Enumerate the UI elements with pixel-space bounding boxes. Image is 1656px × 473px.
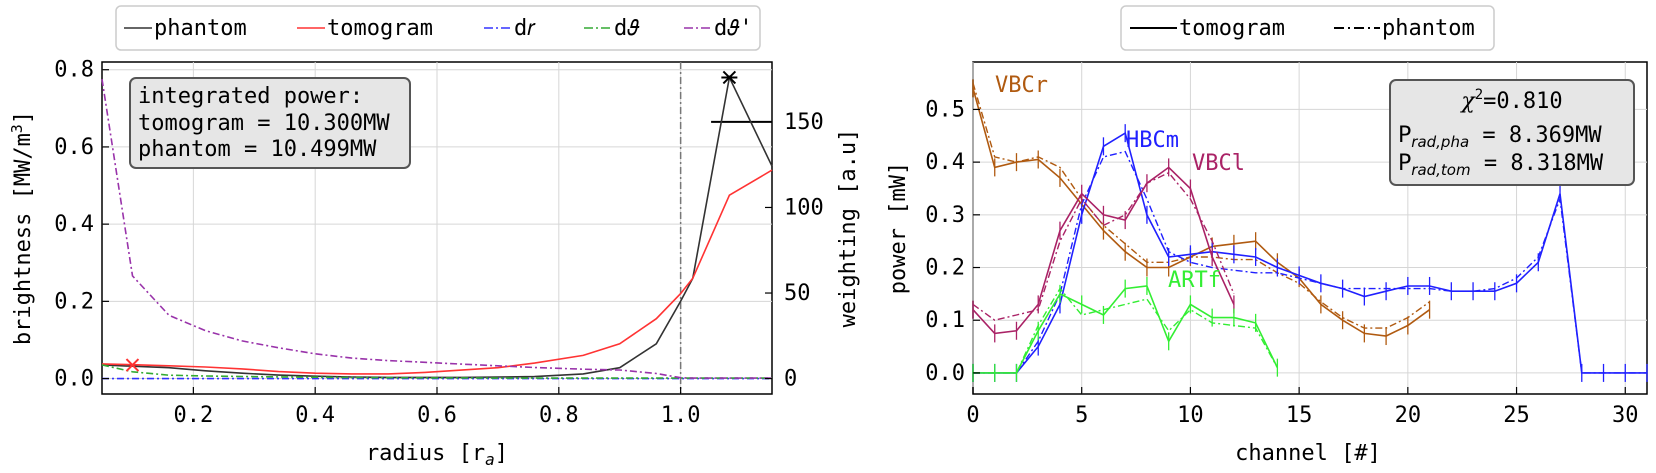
right-chart: 0 5 10 15 20 25 30 0.0 0.1 0.2 0.3 0.4 0.5 VBCr HBCm… xyxy=(886,5,1648,466)
hbcm-phantom-line xyxy=(973,150,1647,374)
left-y-tick-label: 0.4 xyxy=(54,212,94,237)
info-line-1: integrated power: xyxy=(138,84,363,109)
left-y-axis-label: brightness [MW/m3] xyxy=(8,111,36,345)
right-legend: tomogram phantom xyxy=(1120,5,1495,51)
left-y2-axis-label: weighting [a.u] xyxy=(836,129,861,328)
legend-dtheta: d𝜗 xyxy=(614,16,640,41)
chi-square-box: χ2=0.810 Prad,pha = 8.369MW Prad,tom = 8… xyxy=(1389,79,1635,186)
left-y-tick-label: 0.8 xyxy=(54,58,94,83)
vbcl-phantom-line xyxy=(972,171,1235,321)
left-chart: 0.2 0.4 0.6 0.8 1.00.00.20.40.60.8050100150 … xyxy=(8,5,861,469)
left-y2-tick-label: 50 xyxy=(784,281,811,306)
info-line-3: phantom = 10.499MW xyxy=(138,137,377,162)
legend-tomogram: tomogram xyxy=(327,16,433,41)
right-y-tick-label: 0.4 xyxy=(925,150,965,175)
left-x-tick-label: 1.0 xyxy=(661,403,701,428)
legend-phantom: phantom xyxy=(154,16,247,41)
left-y-tick-label: 0.6 xyxy=(54,135,94,160)
left-series-phantom-line xyxy=(101,74,773,379)
left-y-tick-label: 0.0 xyxy=(54,367,94,392)
left-series-tomogram-line xyxy=(101,169,773,375)
legend-tomogram-right: tomogram xyxy=(1179,16,1285,41)
right-ticks: 0 5 10 15 20 25 30 0.0 0.1 0.2 0.3 0.4 0.5 xyxy=(925,97,1638,428)
left-y2-tick-label: 0 xyxy=(784,367,797,392)
right-x-axis-label: channel [#] xyxy=(1235,441,1381,466)
left-series-d-line xyxy=(101,364,772,379)
right-x-tick-label: 15 xyxy=(1286,403,1313,428)
camera-label-hbcm: HBCm xyxy=(1126,128,1179,153)
right-x-tick-label: 0 xyxy=(966,403,979,428)
left-y2-tick-label: 150 xyxy=(784,110,824,135)
integrated-power-box: integrated power: tomogram = 10.300MW ph… xyxy=(129,77,411,169)
legend-phantom-right: phantom xyxy=(1382,16,1475,41)
left-x-tick-label: 0.8 xyxy=(539,403,579,428)
right-y-tick-label: 0.0 xyxy=(925,361,965,386)
right-y-tick-label: 0.5 xyxy=(925,97,965,122)
left-series-lines xyxy=(101,62,773,394)
right-x-tick-label: 25 xyxy=(1503,403,1530,428)
legend-dr: d𝑟 xyxy=(514,16,536,41)
left-y2-tick-label: 100 xyxy=(784,195,824,220)
vbcr-tomogram-line xyxy=(972,88,1431,337)
right-y-tick-label: 0.2 xyxy=(925,256,965,281)
left-x-tick-label: 0.6 xyxy=(417,403,457,428)
left-x-tick-label: 0.4 xyxy=(295,403,335,428)
right-x-tick-label: 30 xyxy=(1612,403,1639,428)
left-legend: phantom tomogram d𝑟 d𝜗 d𝜗' xyxy=(115,5,761,51)
camera-label-artf: ARTf xyxy=(1168,268,1221,293)
right-y-tick-label: 0.1 xyxy=(925,308,965,333)
info-line-2: tomogram = 10.300MW xyxy=(138,111,390,136)
right-y-axis-label: power [mW] xyxy=(886,162,911,294)
vbcr-phantom-line xyxy=(972,82,1431,329)
legend-dtheta-prime: d𝜗' xyxy=(714,16,753,41)
right-x-tick-label: 10 xyxy=(1177,403,1204,428)
camera-label-vbcr: VBCr xyxy=(995,73,1048,98)
left-x-tick-label: 0.2 xyxy=(173,403,213,428)
p-rad-pha: Prad,pha = 8.369MW xyxy=(1398,123,1602,151)
right-y-tick-label: 0.3 xyxy=(925,203,965,228)
left-y-tick-label: 0.2 xyxy=(54,289,94,314)
artf-phantom-line xyxy=(973,287,1279,374)
left-series-d-line xyxy=(101,78,772,379)
right-x-tick-label: 5 xyxy=(1075,403,1088,428)
p-rad-tom: Prad,tom = 8.318MW xyxy=(1398,151,1604,179)
chi-square-value: χ2=0.810 xyxy=(1459,87,1562,114)
left-x-axis-label: radius [ra] xyxy=(366,441,508,469)
left-marker-tomogram xyxy=(125,358,140,372)
left-ticks: 0.2 0.4 0.6 0.8 1.0 0.0 0.2 0.4 0.6 0.8 0 50 100 150 xyxy=(54,58,824,428)
camera-label-vbcl: VBCl xyxy=(1192,151,1245,176)
right-series-lines xyxy=(972,79,1648,382)
right-x-tick-label: 20 xyxy=(1395,403,1422,428)
